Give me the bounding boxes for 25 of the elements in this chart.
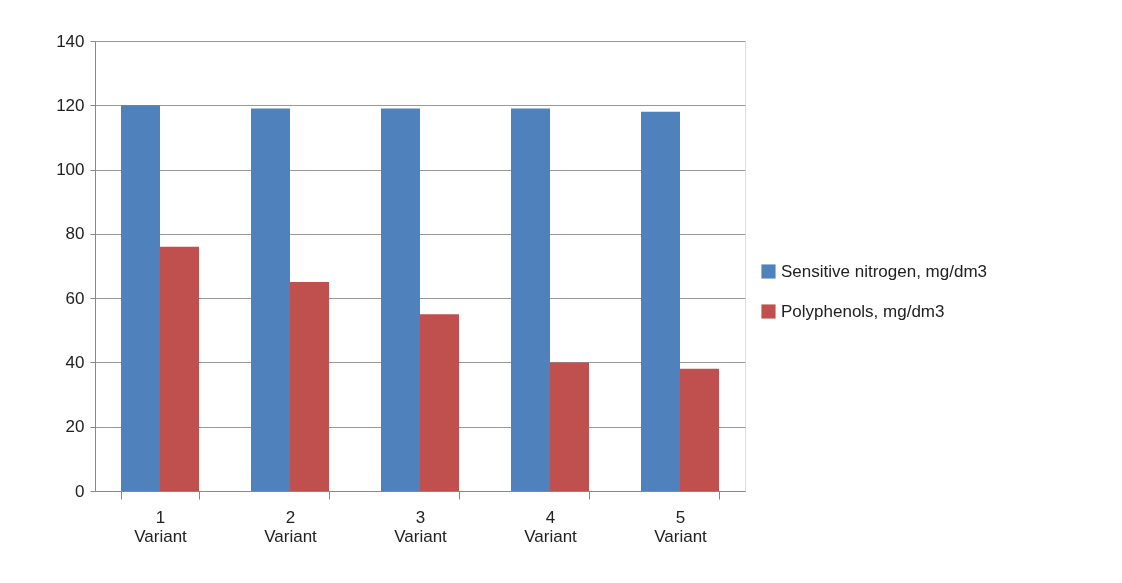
x-tick-label: 2 Variant bbox=[264, 507, 318, 546]
y-tick-label: 120 bbox=[56, 95, 85, 115]
legend-label: Sensitive nitrogen, mg/dm3 bbox=[781, 261, 987, 281]
y-tick-label: 40 bbox=[65, 352, 85, 372]
bar bbox=[680, 368, 719, 491]
x-tick-label: 1 Variant bbox=[134, 507, 188, 546]
y-tick-label: 60 bbox=[65, 288, 85, 308]
bar bbox=[420, 314, 459, 491]
bar bbox=[160, 246, 199, 491]
bar bbox=[290, 282, 329, 491]
bar bbox=[641, 111, 680, 491]
legend-label: Polyphenols, mg/dm3 bbox=[781, 301, 945, 321]
y-tick-label: 0 bbox=[75, 481, 85, 501]
bar bbox=[511, 108, 550, 491]
bar bbox=[121, 105, 160, 491]
y-tick-label: 140 bbox=[56, 31, 85, 51]
bar bbox=[381, 108, 420, 491]
y-tick-label: 80 bbox=[65, 224, 85, 244]
bar bbox=[550, 362, 589, 491]
x-tick-label: 5 Variant bbox=[654, 507, 708, 546]
y-tick-label: 100 bbox=[56, 160, 85, 180]
x-tick-label: 3 Variant bbox=[394, 507, 448, 546]
y-tick-label: 20 bbox=[65, 417, 85, 437]
x-tick-label: 4 Variant bbox=[524, 507, 578, 546]
bar bbox=[251, 108, 290, 491]
